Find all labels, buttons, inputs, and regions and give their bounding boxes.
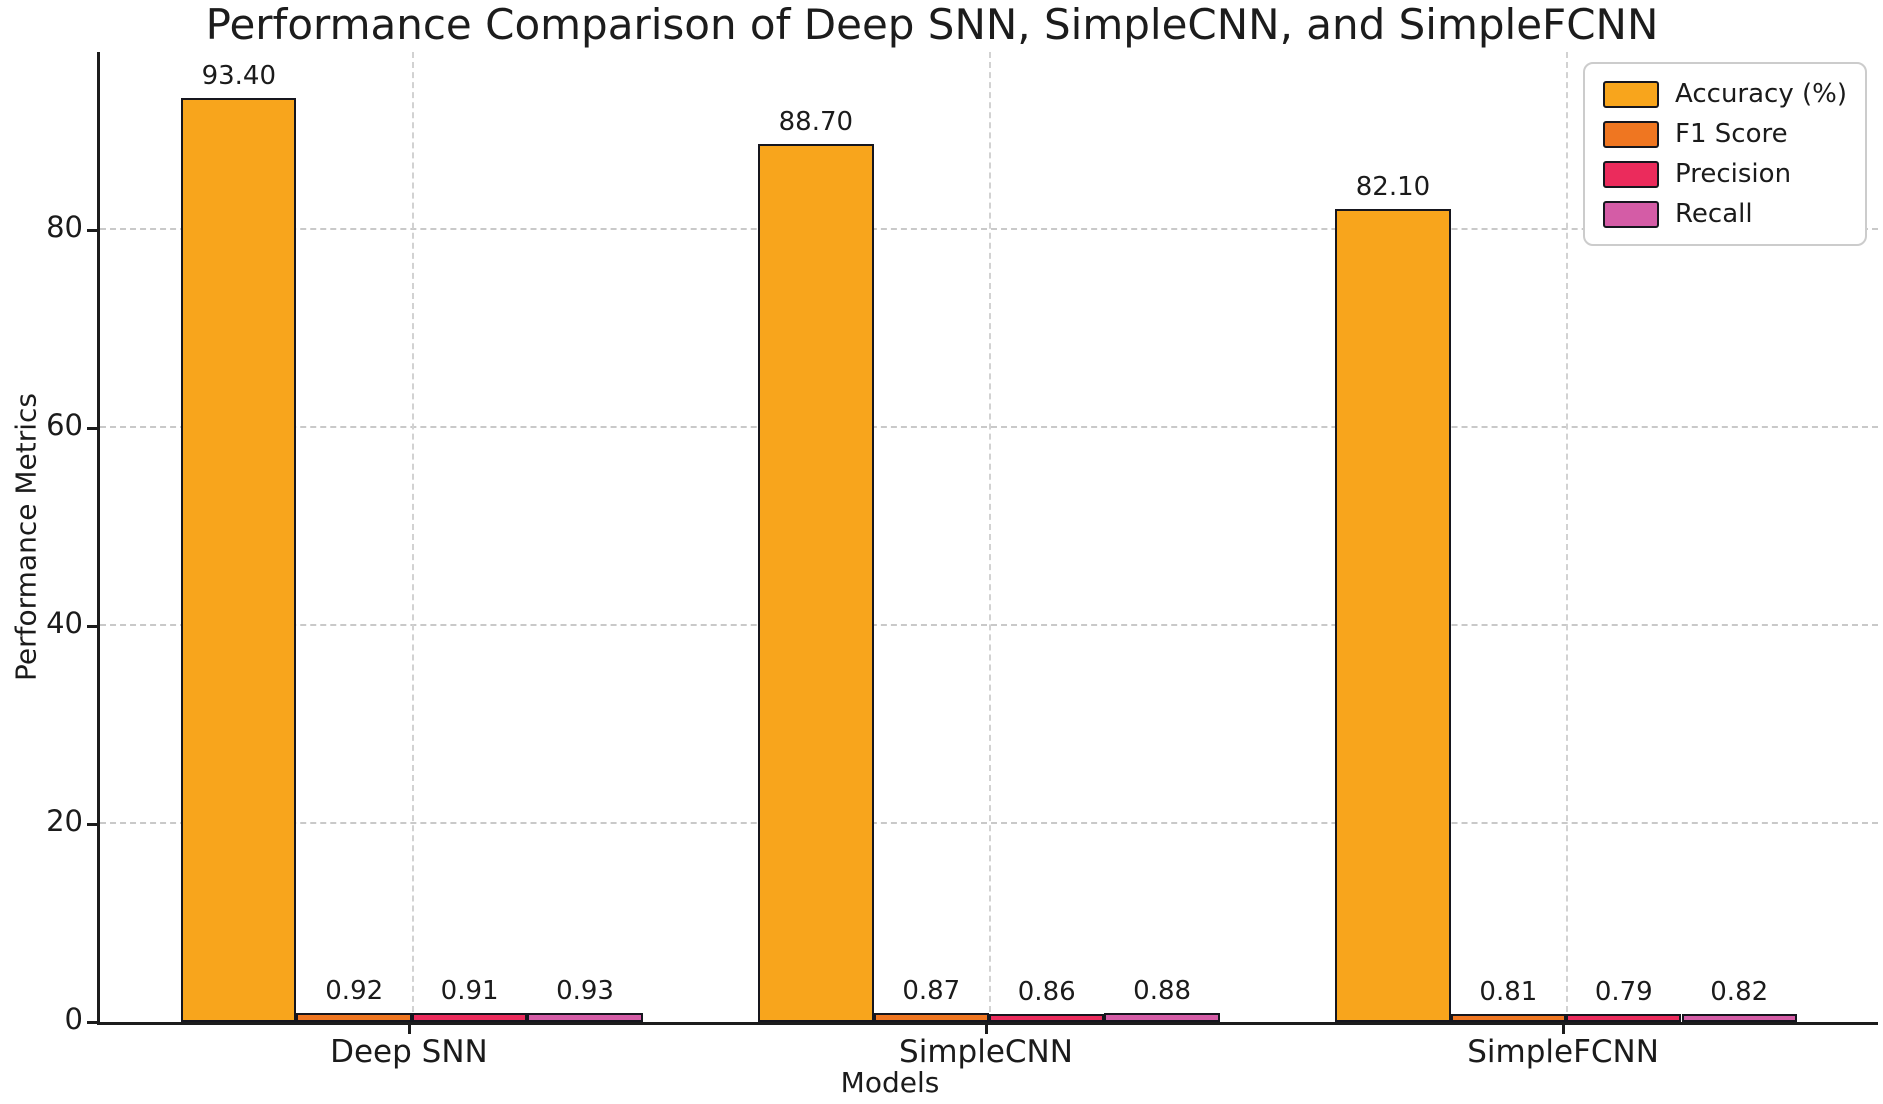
plot-area: 93.40 0.92 0.91 0.93 88.70 0.87 0.86 0.88 82.10 0…	[97, 52, 1878, 1025]
x-tick-mark	[985, 1025, 988, 1034]
x-tick-label: Deep SNN	[330, 1034, 488, 1070]
x-axis-label: Models	[840, 1066, 940, 1099]
y-tick-label: 60	[46, 408, 83, 443]
legend-swatch-icon	[1603, 80, 1660, 108]
chart-title: Performance Comparison of Deep SNN, Simp…	[205, 0, 1659, 49]
gridline-vertical	[411, 52, 414, 1022]
y-tick-mark	[87, 823, 97, 827]
y-tick-label: 20	[46, 804, 83, 839]
bar-value-label: 0.79	[1594, 977, 1653, 1008]
bar-recall	[527, 1012, 643, 1022]
gridline-vertical	[1566, 52, 1569, 1022]
gridline-vertical	[989, 52, 991, 1022]
bar-value-label: 93.40	[201, 60, 276, 91]
bar-value-label: 0.81	[1479, 976, 1538, 1007]
legend: Accuracy (%) F1 Score Precision Recall	[1583, 62, 1867, 246]
bar-accuracy	[1335, 209, 1451, 1022]
legend-item: Accuracy (%)	[1603, 79, 1847, 109]
y-tick-label: 40	[46, 606, 83, 641]
y-tick-label: 0	[64, 1002, 83, 1036]
bar-f1-score	[296, 1012, 412, 1022]
bar-accuracy	[758, 144, 874, 1022]
bar-value-label: 0.88	[1133, 976, 1192, 1007]
legend-item: F1 Score	[1603, 119, 1847, 149]
bar-precision	[989, 1013, 1105, 1022]
legend-label: F1 Score	[1675, 119, 1788, 149]
bar-value-label: 0.92	[325, 975, 384, 1006]
bar-value-label: 88.70	[778, 107, 854, 138]
bar-value-label: 0.93	[556, 975, 614, 1006]
legend-item: Recall	[1603, 199, 1847, 229]
x-tick-mark	[407, 1025, 411, 1034]
bar-value-label: 0.82	[1710, 976, 1769, 1007]
x-tick-mark	[1562, 1025, 1566, 1034]
bar-precision	[411, 1013, 528, 1022]
legend-swatch-icon	[1603, 200, 1660, 228]
legend-label: Accuracy (%)	[1675, 79, 1847, 109]
bar-value-label: 0.86	[1017, 976, 1076, 1007]
bar-recall	[1104, 1013, 1220, 1022]
legend-label: Precision	[1675, 159, 1792, 189]
bar-value-label: 0.91	[440, 976, 499, 1006]
y-tick-mark	[87, 427, 97, 431]
bar-value-label: 0.87	[902, 976, 961, 1007]
x-tick-label: SimpleFCNN	[1467, 1034, 1659, 1070]
x-tick-label: SimpleCNN	[899, 1034, 1073, 1070]
bar-f1-score	[1450, 1013, 1567, 1022]
bar-f1-score	[873, 1013, 989, 1022]
legend-swatch-icon	[1603, 120, 1660, 148]
y-tick-label: 80	[46, 210, 83, 245]
bar-value-label: 82.10	[1355, 172, 1431, 203]
legend-label: Recall	[1675, 199, 1753, 229]
bar-recall	[1681, 1013, 1797, 1022]
legend-swatch-icon	[1603, 160, 1660, 188]
bar-accuracy	[181, 97, 297, 1022]
y-tick-mark	[87, 625, 97, 629]
y-tick-mark	[87, 229, 97, 233]
legend-item: Precision	[1603, 159, 1847, 189]
y-tick-mark	[87, 1021, 97, 1024]
bar-precision	[1566, 1014, 1682, 1022]
